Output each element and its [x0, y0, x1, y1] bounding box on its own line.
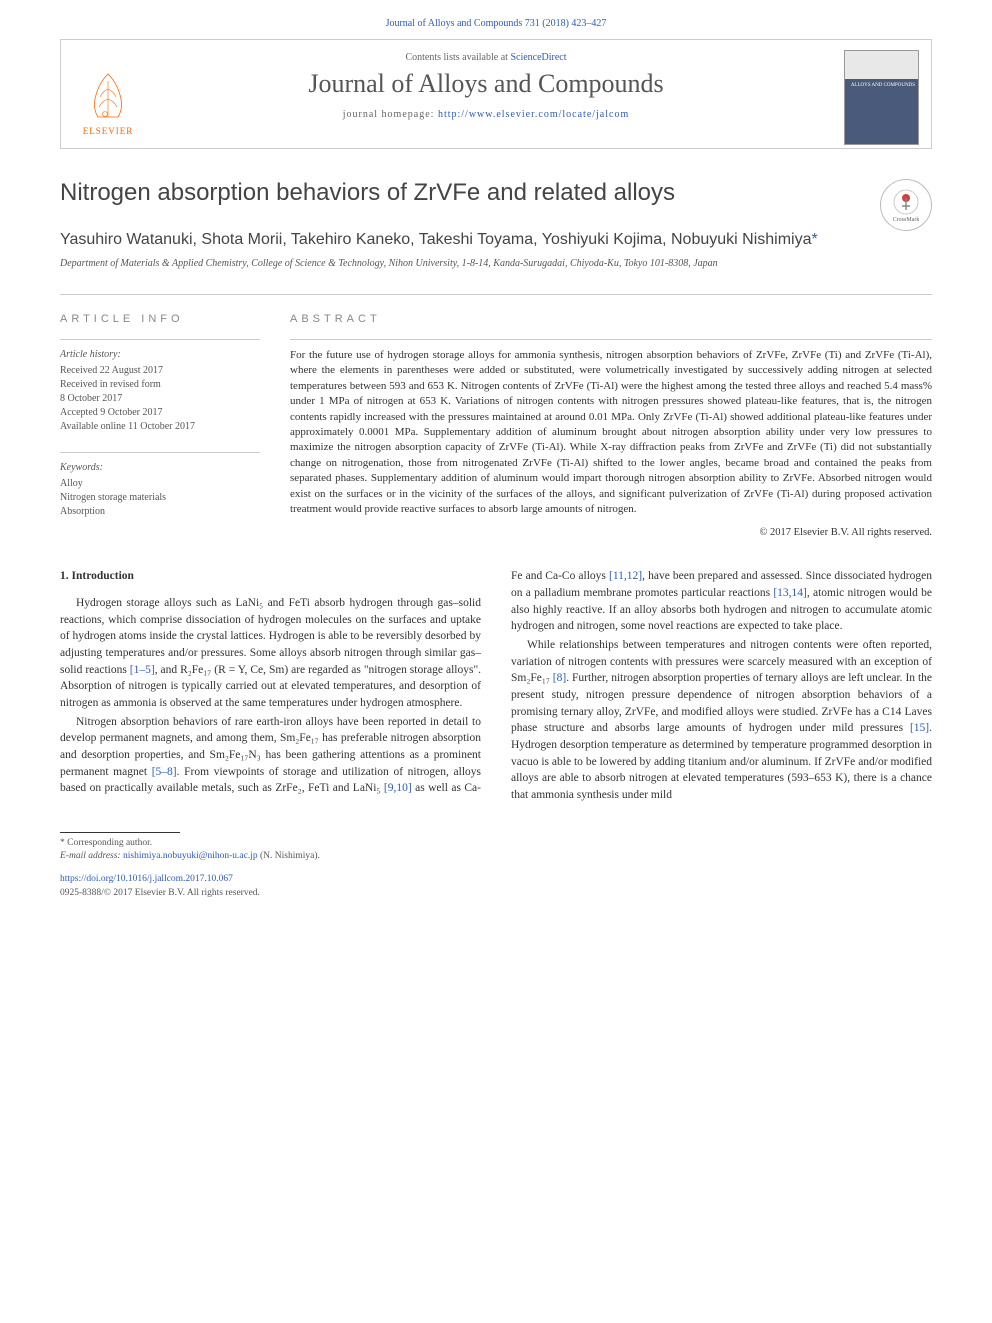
body-text-columns: 1. Introduction Hydrogen storage alloys …: [60, 568, 932, 803]
footer-rule: [60, 832, 180, 833]
article-info-column: article info Article history: Received 2…: [60, 313, 260, 538]
journal-cover-thumbnail: ALLOYS AND COMPOUNDS: [844, 50, 919, 145]
keyword-1: Alloy: [60, 477, 260, 491]
revised-date: 8 October 2017: [60, 392, 260, 406]
contents-prefix: Contents lists available at: [405, 52, 510, 63]
crossmark-label: CrossMark: [893, 217, 920, 223]
authors-text: Yasuhiro Watanuki, Shota Morii, Takehiro…: [60, 231, 811, 248]
ref-link-1[interactable]: [1–5]: [130, 664, 155, 676]
section-1-heading: 1. Introduction: [60, 568, 481, 585]
abstract-copyright: © 2017 Elsevier B.V. All rights reserved…: [290, 527, 932, 538]
online-date: Available online 11 October 2017: [60, 420, 260, 434]
corresponding-author-note: * Corresponding author.: [60, 837, 932, 850]
journal-homepage-link[interactable]: http://www.elsevier.com/locate/jalcom: [438, 109, 629, 120]
abstract-column: abstract For the future use of hydrogen …: [290, 313, 932, 538]
journal-header-box: ELSEVIER ALLOYS AND COMPOUNDS Contents l…: [60, 39, 932, 149]
keywords-block: Keywords: Alloy Nitrogen storage materia…: [60, 452, 260, 519]
ref-link-6[interactable]: [8]: [553, 672, 566, 684]
footer-block: * Corresponding author. E-mail address: …: [0, 832, 992, 920]
journal-name: Journal of Alloys and Compounds: [161, 69, 811, 99]
elsevier-logo-text: ELSEVIER: [83, 126, 134, 136]
authors-list: Yasuhiro Watanuki, Shota Morii, Takehiro…: [60, 231, 932, 249]
elsevier-logo: ELSEVIER: [73, 58, 143, 136]
received-date: Received 22 August 2017: [60, 364, 260, 378]
ref-link-5[interactable]: [13,14]: [773, 587, 807, 599]
article-title: Nitrogen absorption behaviors of ZrVFe a…: [60, 179, 860, 207]
keyword-3: Absorption: [60, 505, 260, 519]
issn-copyright-line: 0925-8388/© 2017 Elsevier B.V. All right…: [60, 887, 932, 900]
ref-link-2[interactable]: [5–8]: [152, 766, 177, 778]
ref-link-4[interactable]: [11,12]: [609, 570, 642, 582]
revised-label: Received in revised form: [60, 378, 260, 392]
body-paragraph-1: Hydrogen storage alloys such as LaNi₅ an…: [60, 595, 481, 712]
journal-homepage-line: journal homepage: http://www.elsevier.co…: [161, 109, 811, 120]
ref-link-7[interactable]: [15]: [910, 722, 929, 734]
abstract-text: For the future use of hydrogen storage a…: [290, 339, 932, 517]
corresponding-author-mark: *: [811, 231, 817, 248]
email-line: E-mail address: nishimiya.nobuyuki@nihon…: [60, 850, 932, 863]
doi-link[interactable]: https://doi.org/10.1016/j.jallcom.2017.1…: [60, 874, 233, 884]
body-paragraph-3: While relationships between temperatures…: [511, 637, 932, 804]
article-info-heading: article info: [60, 313, 260, 325]
article-history-block: Article history: Received 22 August 2017…: [60, 339, 260, 434]
crossmark-icon: [892, 188, 920, 216]
accepted-date: Accepted 9 October 2017: [60, 406, 260, 420]
abstract-heading: abstract: [290, 313, 932, 325]
homepage-prefix: journal homepage:: [343, 109, 438, 120]
affiliation: Department of Materials & Applied Chemis…: [60, 257, 932, 270]
doi-line: https://doi.org/10.1016/j.jallcom.2017.1…: [60, 873, 932, 886]
ref-link-3[interactable]: [9,10]: [384, 782, 412, 794]
cover-title-text: ALLOYS AND COMPOUNDS: [851, 83, 915, 88]
email-suffix: (N. Nishimiya).: [258, 851, 320, 861]
email-label: E-mail address:: [60, 851, 123, 861]
elsevier-tree-icon: [83, 69, 133, 124]
contents-available-line: Contents lists available at ScienceDirec…: [161, 52, 811, 63]
keywords-label: Keywords:: [60, 461, 260, 475]
header-citation: Journal of Alloys and Compounds 731 (201…: [0, 0, 992, 39]
crossmark-badge[interactable]: CrossMark: [880, 179, 932, 231]
email-link[interactable]: nishimiya.nobuyuki@nihon-u.ac.jp: [123, 851, 258, 861]
sciencedirect-link[interactable]: ScienceDirect: [510, 52, 566, 63]
history-label: Article history:: [60, 348, 260, 362]
keyword-2: Nitrogen storage materials: [60, 491, 260, 505]
